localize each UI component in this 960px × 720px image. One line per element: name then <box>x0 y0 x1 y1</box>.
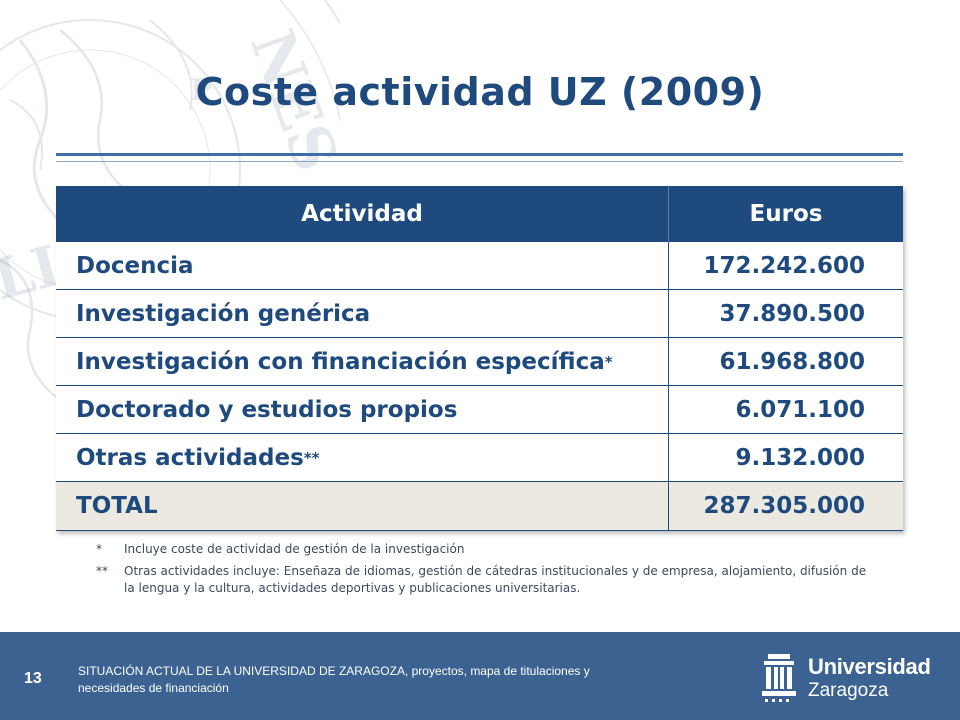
activity-cell: Docencia <box>56 242 669 290</box>
page-title: Coste actividad UZ (2009) <box>195 70 765 114</box>
table-row: Docencia 172.242.600 <box>56 242 903 290</box>
activity-cell: Investigación con financiación específic… <box>56 337 669 386</box>
total-label: TOTAL <box>56 481 669 531</box>
total-value: 287.305.000 <box>668 481 903 531</box>
footer-bar: 13 SITUACIÓN ACTUAL DE LA UNIVERSIDAD DE… <box>0 632 960 720</box>
total-row: TOTAL 287.305.000 <box>56 481 903 531</box>
activity-label: Otras actividades <box>76 444 304 471</box>
university-logo: Universidad Zaragoza <box>762 652 942 712</box>
footnote-text: Incluye coste de actividad de gestión de… <box>124 542 465 556</box>
euros-cell: 6.071.100 <box>668 385 903 434</box>
activity-cell: Otras actividades** <box>56 433 669 482</box>
footnote-marker: ** <box>96 564 108 578</box>
activity-cell: Investigación genérica <box>56 289 669 338</box>
activity-label: Investigación con financiación específic… <box>76 348 605 375</box>
cost-table: Actividad Euros Docencia 172.242.600 Inv… <box>56 186 903 531</box>
euros-cell: 172.242.600 <box>668 242 903 290</box>
footnotes: * Incluye coste de actividad de gestión … <box>96 541 876 602</box>
table-header-row: Actividad Euros <box>56 186 903 242</box>
footnote-mark: * <box>604 352 613 371</box>
activity-label: Investigación genérica <box>76 300 371 327</box>
euros-cell: 37.890.500 <box>668 289 903 338</box>
footnote: * Incluye coste de actividad de gestión … <box>96 541 876 558</box>
table-row: Doctorado y estudios propios 6.071.100 <box>56 385 903 434</box>
activity-label: Doctorado y estudios propios <box>76 396 458 423</box>
footnote-marker: * <box>96 542 102 556</box>
activity-label: Docencia <box>76 252 194 279</box>
logo-wordmark: Universidad <box>808 654 931 679</box>
table-row: Investigación genérica 37.890.500 <box>56 289 903 338</box>
euros-cell: 9.132.000 <box>668 433 903 482</box>
table-row: Investigación con financiación específic… <box>56 337 903 386</box>
table-row: Otras actividades** 9.132.000 <box>56 433 903 482</box>
university-emblem-icon <box>762 654 796 702</box>
activity-cell: Doctorado y estudios propios <box>56 385 669 434</box>
svg-text:P: P <box>190 73 213 108</box>
logo-subtitle: Zaragoza <box>808 680 889 701</box>
footnote: ** Otras actividades incluye: Enseñaza d… <box>96 563 876 597</box>
footnote-text: Otras actividades incluye: Enseñaza de i… <box>124 564 867 595</box>
column-header-euros: Euros <box>668 186 903 242</box>
page-number: 13 <box>24 670 42 687</box>
euros-cell: 61.968.800 <box>668 337 903 386</box>
title-divider <box>56 153 903 162</box>
column-header-activity: Actividad <box>56 186 669 242</box>
footer-caption: SITUACIÓN ACTUAL DE LA UNIVERSIDAD DE ZA… <box>78 664 590 695</box>
footnote-mark: ** <box>303 448 320 467</box>
